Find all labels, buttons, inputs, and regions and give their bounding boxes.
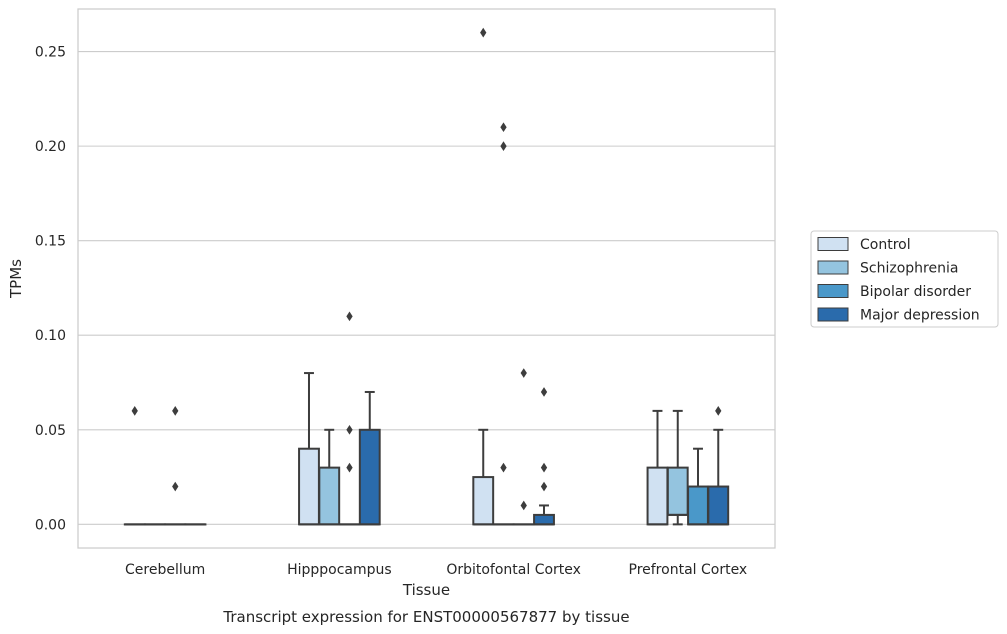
- box: [358, 390, 381, 526]
- y-tick-label: 0.10: [35, 328, 66, 344]
- box: [646, 409, 669, 526]
- box: [123, 406, 146, 526]
- legend-frame: [810, 230, 999, 328]
- outlier-point: [715, 406, 722, 416]
- outlier-point: [540, 462, 548, 473]
- outlier-point: [540, 387, 548, 397]
- y-tick-label: 0.00: [35, 517, 66, 533]
- legend-swatch: [817, 237, 849, 251]
- outlier-point: [172, 481, 179, 492]
- legend-swatch: [817, 307, 849, 322]
- y-tick-label: 0.05: [35, 423, 66, 439]
- box-body: [318, 466, 341, 526]
- x-axis-ticks: Cerebellum Hipppocampus Orbitofontal Corte…: [125, 562, 747, 578]
- outlier-point: [500, 122, 507, 133]
- legend-label: Bipolar disorder: [860, 284, 971, 300]
- legend-label: Schizophrenia: [860, 261, 958, 277]
- box-body: [666, 466, 689, 516]
- outlier-point: [540, 481, 548, 492]
- figure-caption: Transcript expression for ENST0000056787…: [222, 608, 629, 626]
- y-tick-label: 0.15: [35, 234, 66, 250]
- x-tick-label: Hipppocampus: [287, 562, 392, 578]
- box-body: [472, 476, 495, 526]
- legend-swatch: [817, 260, 849, 275]
- box-body: [358, 428, 381, 526]
- x-tick-label: Prefrontal Cortex: [629, 562, 748, 578]
- box: [318, 428, 341, 526]
- box: [164, 406, 187, 526]
- outlier-point: [131, 406, 138, 416]
- box-body: [533, 513, 555, 526]
- y-axis-label: TPMs: [7, 259, 25, 299]
- y-tick-label: 0.25: [35, 45, 66, 61]
- box: [533, 387, 555, 526]
- box-plot-area: [123, 27, 730, 526]
- box: [472, 27, 495, 526]
- outlier-point: [480, 27, 487, 38]
- outlier-point: [520, 500, 527, 511]
- x-axis-label: Tissue: [402, 581, 450, 599]
- outlier-point: [500, 462, 507, 473]
- outlier-point: [346, 311, 353, 322]
- outlier-point: [346, 424, 353, 435]
- legend-label: Control: [860, 237, 911, 253]
- legend-label: Major depression: [860, 308, 980, 324]
- outlier-point: [500, 141, 507, 151]
- box-body: [646, 466, 669, 526]
- outlier-point: [346, 462, 353, 473]
- grid-lines: [78, 51, 775, 525]
- box: [298, 372, 320, 526]
- box: [666, 409, 689, 526]
- box-body: [707, 485, 730, 526]
- legend-swatch: [817, 284, 849, 298]
- y-axis-ticks: 0.00 0.05 0.10 0.15 0.20 0.25: [35, 45, 66, 534]
- y-tick-label: 0.20: [35, 139, 66, 155]
- box: [492, 122, 515, 526]
- box: [512, 368, 535, 526]
- outlier-point: [520, 368, 527, 378]
- plot-frame: [77, 8, 776, 549]
- x-tick-label: Cerebellum: [125, 562, 205, 578]
- outlier-point: [172, 406, 179, 416]
- box: [707, 406, 730, 526]
- box: [338, 311, 361, 526]
- box: [687, 447, 709, 526]
- box-body: [687, 485, 709, 526]
- x-tick-label: Orbitofontal Cortex: [446, 562, 581, 578]
- box-body: [298, 447, 320, 526]
- legend: Control Schizophrenia Bipolar disorder Majo…: [810, 230, 999, 328]
